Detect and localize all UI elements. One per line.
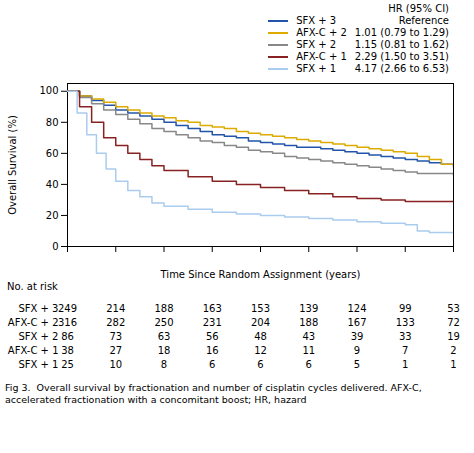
svg-text:63: 63: [158, 331, 171, 342]
svg-text:231: 231: [203, 317, 222, 328]
html-text:1.01 (0.79 to 1.29): 1.01 (0.79 to 1.29): [354, 27, 449, 38]
html-text:2.29 (1.50 to 3.51): 2.29 (1.50 to 3.51): [354, 51, 449, 62]
html-text:SFX + 3: SFX + 3: [296, 15, 337, 26]
svg-text:SFX + 3: SFX + 3: [18, 303, 58, 314]
svg-text:6: 6: [306, 359, 312, 370]
svg-text:80: 80: [46, 117, 59, 128]
svg-text:Overall Survival (%): Overall Survival (%): [7, 115, 18, 215]
svg-text:Time Since Random Assignment (: Time Since Random Assignment (years): [160, 269, 361, 280]
svg-text:48: 48: [254, 331, 267, 342]
svg-text:SFX + 1: SFX + 1: [18, 359, 58, 370]
svg-text:18: 18: [158, 345, 171, 356]
svg-text:153: 153: [251, 303, 270, 314]
svg-text:39: 39: [351, 331, 364, 342]
html-text:SFX + 2: SFX + 2: [296, 39, 337, 50]
html-text:1.15 (0.81 to 1.62): 1.15 (0.81 to 1.62): [354, 39, 449, 50]
svg-text:10: 10: [109, 359, 122, 370]
svg-text:86: 86: [61, 331, 74, 342]
svg-text:27: 27: [109, 345, 122, 356]
svg-text:56: 56: [206, 331, 219, 342]
svg-text:99: 99: [399, 303, 412, 314]
svg-text:133: 133: [396, 317, 415, 328]
svg-text:6: 6: [209, 359, 215, 370]
svg-text:11: 11: [302, 345, 315, 356]
html-text:Fig 3. Overall survival by fra: Fig 3. Overall survival by fractionation…: [5, 382, 425, 405]
html-text:Reference: Reference: [398, 15, 449, 26]
svg-text:SFX + 2: SFX + 2: [18, 331, 58, 342]
svg-text:0: 0: [52, 241, 58, 252]
svg-text:38: 38: [61, 345, 74, 356]
html-text:AFX-C + 1: AFX-C + 1: [296, 51, 347, 62]
svg-text:73: 73: [109, 331, 122, 342]
svg-text:25: 25: [61, 359, 74, 370]
svg-text:316: 316: [58, 317, 77, 328]
svg-text:7: 7: [402, 345, 408, 356]
svg-text:139: 139: [299, 303, 318, 314]
svg-text:188: 188: [154, 303, 173, 314]
svg-text:1: 1: [450, 359, 456, 370]
svg-text:43: 43: [302, 331, 315, 342]
svg-text:163: 163: [203, 303, 222, 314]
svg-text:167: 167: [347, 317, 366, 328]
svg-text:5: 5: [354, 359, 360, 370]
svg-text:16: 16: [206, 345, 219, 356]
html-text:SFX + 1: SFX + 1: [296, 63, 337, 74]
svg-text:12: 12: [254, 345, 267, 356]
svg-text:249: 249: [58, 303, 77, 314]
html-text:HR (95% CI): HR (95% CI): [388, 3, 449, 14]
svg-text:282: 282: [106, 317, 125, 328]
svg-text:214: 214: [106, 303, 125, 314]
html-text:4.17 (2.66 to 6.53): 4.17 (2.66 to 6.53): [354, 63, 449, 74]
svg-text:20: 20: [46, 210, 59, 221]
svg-text:19: 19: [447, 331, 460, 342]
svg-text:33: 33: [399, 331, 412, 342]
svg-text:9: 9: [354, 345, 360, 356]
html-text:No. at risk: No. at risk: [7, 281, 58, 292]
svg-text:100: 100: [39, 85, 58, 96]
svg-text:124: 124: [347, 303, 366, 314]
svg-text:AFX-C + 1: AFX-C + 1: [8, 345, 59, 356]
svg-text:2: 2: [450, 345, 456, 356]
svg-text:72: 72: [447, 317, 460, 328]
svg-text:250: 250: [154, 317, 173, 328]
svg-text:1: 1: [402, 359, 408, 370]
svg-text:6: 6: [257, 359, 263, 370]
html-text:AFX-C + 2: AFX-C + 2: [296, 27, 347, 38]
svg-text:60: 60: [46, 148, 59, 159]
svg-text:8: 8: [161, 359, 167, 370]
svg-text:188: 188: [299, 317, 318, 328]
svg-text:53: 53: [447, 303, 460, 314]
svg-text:AFX-C + 2: AFX-C + 2: [8, 317, 59, 328]
svg-text:204: 204: [251, 317, 270, 328]
svg-text:40: 40: [46, 179, 59, 190]
